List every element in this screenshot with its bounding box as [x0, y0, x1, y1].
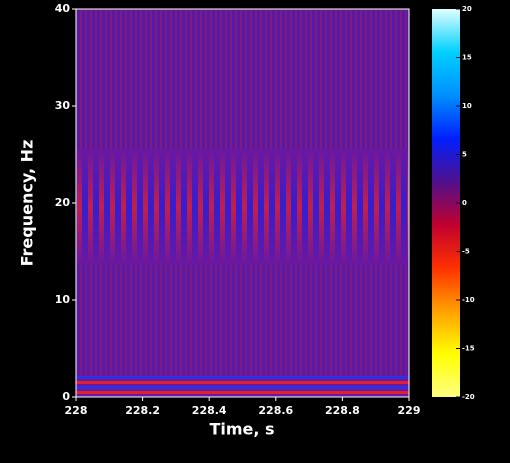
x-axis-label: Time, s	[209, 420, 274, 439]
x-tick-label: 228.2	[125, 404, 160, 417]
colorbar-tick-label: 5	[462, 151, 467, 159]
colorbar-tick-label: 15	[462, 54, 472, 62]
y-axis-label: Frequency, Hz	[18, 140, 37, 267]
colorbar-tick-label: -10	[462, 296, 475, 304]
colorbar-tick-label: -20	[462, 393, 475, 401]
colorbar-tick-label: 20	[462, 5, 472, 13]
y-tick-label: 40	[55, 2, 71, 15]
plot-frame	[75, 8, 410, 398]
y-tick-label: 20	[55, 196, 71, 209]
x-tick-label: 228.8	[325, 404, 360, 417]
x-tick-label: 228	[65, 404, 88, 417]
x-tick-label: 228.4	[192, 404, 227, 417]
colorbar-tick-label: 10	[462, 102, 472, 110]
y-tick-label: 30	[55, 99, 71, 112]
y-tick-label: 0	[62, 390, 70, 403]
colorbar-tick-label: 0	[462, 199, 467, 207]
colorbar	[432, 9, 460, 397]
colorbar-tick-label: -15	[462, 345, 475, 353]
heatmap-image	[76, 9, 409, 397]
colorbar-tick-label: -5	[462, 248, 470, 256]
x-tick-label: 229	[398, 404, 421, 417]
x-tick-label: 228.6	[258, 404, 293, 417]
y-tick-label: 10	[55, 293, 71, 306]
